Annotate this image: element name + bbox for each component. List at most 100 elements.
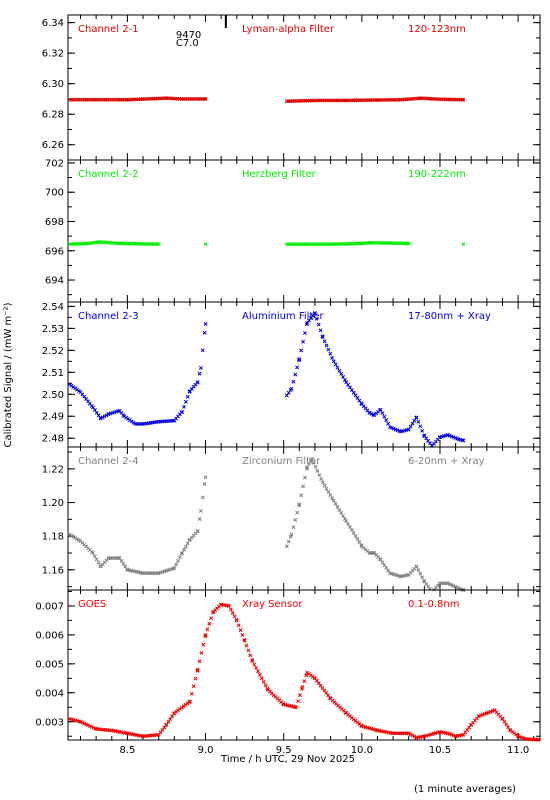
data-point: [200, 495, 205, 500]
data-point: [313, 464, 318, 469]
chart-panels: 6.26 6.28 6.30 6.32 6.34 Channel 2-1 Lyman-alp…: [35, 14, 541, 756]
data-point: [73, 535, 78, 540]
data-point: [316, 322, 321, 327]
data-point: [353, 534, 358, 539]
data-point: [406, 427, 411, 432]
data-point: [322, 339, 327, 344]
data-point: [309, 456, 314, 461]
data-point: [297, 357, 302, 362]
data-point: [248, 653, 253, 658]
data-point: [502, 719, 507, 724]
data-point: [94, 410, 99, 415]
data-point: [177, 555, 182, 560]
data-point: [227, 603, 231, 608]
data-point: [324, 486, 329, 491]
data-point: [420, 575, 425, 580]
data-point: [380, 411, 385, 416]
x-tick-label: 8.5: [119, 745, 135, 756]
data-point: [291, 525, 296, 530]
data-point: [351, 531, 356, 536]
data-point: [199, 651, 204, 655]
data-point: [318, 328, 323, 333]
data-point: [335, 504, 340, 509]
panel-frame: [67, 589, 541, 741]
data-point: [197, 659, 202, 664]
data-point: [185, 394, 190, 399]
x-tick-label: 9.0: [198, 745, 214, 756]
panel-band-label: 190-222nm: [408, 169, 466, 180]
y-tick-label: 700: [45, 188, 64, 199]
data-point: [349, 528, 354, 533]
y-tick-label: 2.49: [42, 412, 64, 423]
data-point: [183, 399, 188, 404]
data-point: [371, 551, 376, 555]
data-point: [123, 564, 128, 569]
x-tick-label: 10.5: [429, 745, 451, 756]
data-point: [408, 424, 413, 429]
data-point: [341, 375, 346, 379]
y-tick-label: 0.006: [35, 630, 64, 641]
data-point: [295, 365, 300, 370]
data-point: [284, 393, 289, 398]
data-point: [156, 242, 161, 247]
y-axis-label: Calibrated Signal / (mW m⁻²): [3, 302, 14, 447]
data-point: [117, 556, 122, 560]
data-point: [119, 558, 124, 563]
data-point: [317, 472, 322, 477]
data-point: [357, 540, 362, 545]
series-points: [67, 602, 541, 742]
data-point: [198, 508, 203, 513]
data-point: [320, 480, 325, 485]
data-point: [195, 667, 200, 672]
data-point: [291, 379, 296, 384]
data-point: [300, 685, 305, 689]
y-tick-label: 2.54: [42, 302, 64, 313]
data-point: [314, 316, 319, 321]
data-point: [412, 418, 417, 423]
data-point: [242, 638, 247, 643]
data-point: [203, 322, 208, 326]
data-point: [182, 404, 186, 409]
data-point: [333, 362, 338, 367]
data-point: [198, 365, 203, 370]
data-point: [504, 722, 509, 727]
data-point: [374, 98, 379, 102]
data-point: [324, 343, 329, 348]
data-point: [202, 330, 207, 335]
data-point: [203, 632, 208, 637]
data-point: [406, 731, 411, 736]
data-point: [195, 380, 200, 385]
data-point: [339, 510, 344, 515]
data-point: [315, 468, 320, 473]
panel-4: 1.16 1.18 1.20 1.22 Channel 2-4 Zirconium Fil…: [42, 446, 541, 592]
data-point: [207, 621, 212, 626]
data-point: [535, 737, 540, 742]
y-tick-label: 6.34: [42, 18, 64, 29]
data-point: [263, 683, 268, 688]
data-point: [382, 563, 387, 568]
data-point: [302, 475, 307, 480]
data-point: [191, 684, 196, 689]
data-point: [414, 415, 419, 420]
footnote: (1 minute averages): [414, 784, 516, 795]
data-point: [71, 534, 76, 539]
data-point: [202, 96, 207, 101]
data-point: [254, 665, 259, 670]
panel-band-label: 6-20nm + Xray: [408, 456, 485, 467]
data-point: [330, 496, 335, 501]
data-point: [326, 489, 331, 494]
data-point: [307, 461, 311, 466]
panel-5: 0.003 0.004 0.005 0.006 0.007 GOES Xray Sensor…: [35, 589, 541, 756]
y-tick-label: 0.003: [35, 717, 64, 728]
y-tick-label: 698: [45, 217, 64, 228]
panel-channel-label: GOES: [78, 599, 106, 610]
data-point: [312, 311, 317, 315]
data-point: [500, 716, 505, 721]
panel-filter-label: Xray Sensor: [242, 599, 303, 610]
data-point: [347, 525, 352, 530]
data-point: [294, 705, 299, 710]
data-point: [349, 388, 354, 393]
data-point: [320, 335, 325, 340]
data-point: [344, 380, 349, 385]
x-tick-label: 11.0: [507, 745, 529, 756]
